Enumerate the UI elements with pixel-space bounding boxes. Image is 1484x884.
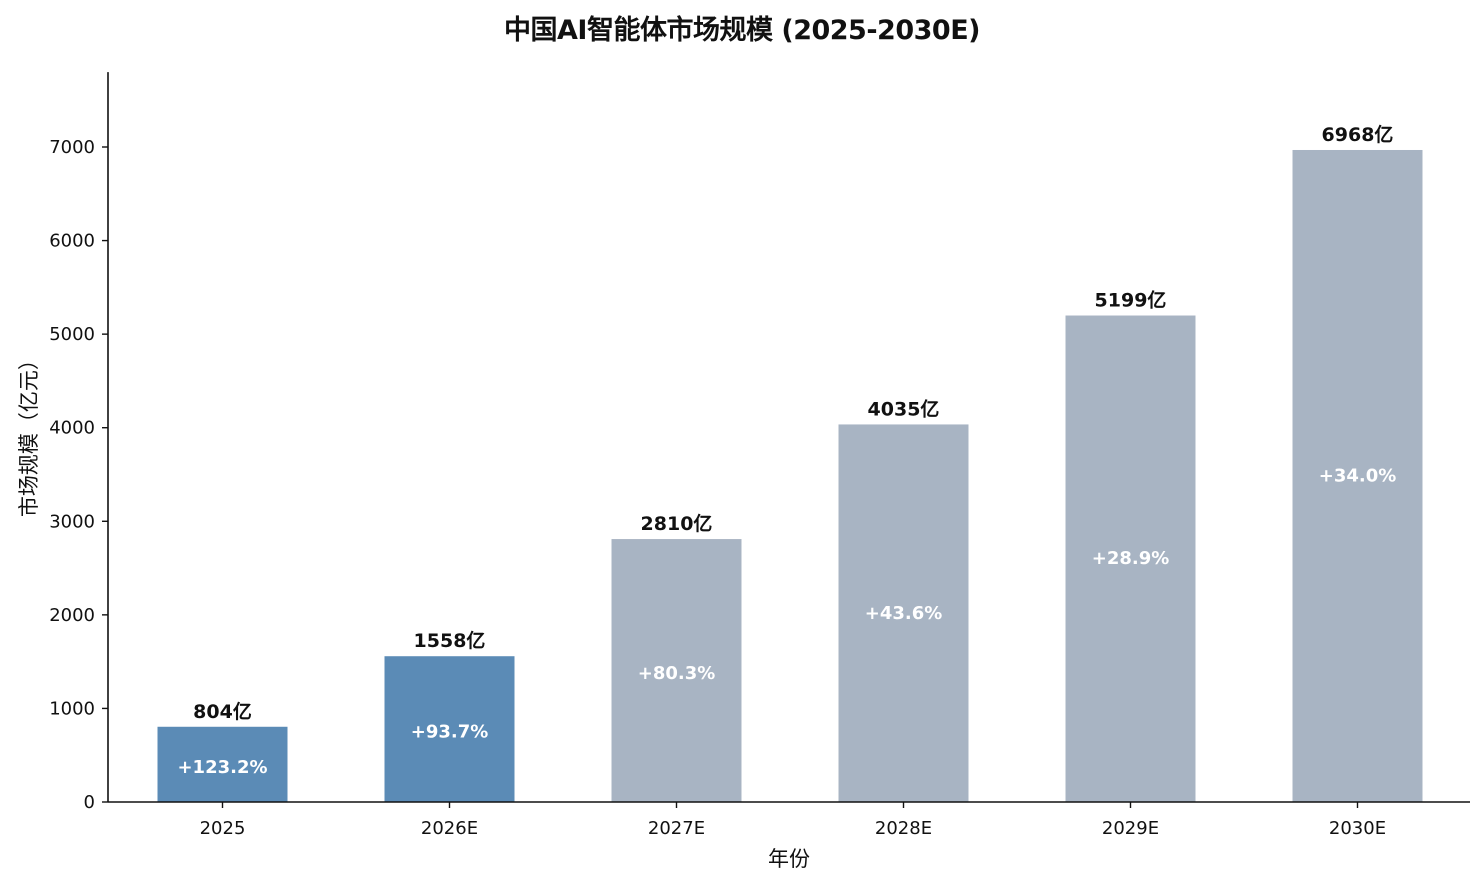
bar-growth-label: +28.9% [1092,548,1170,569]
bar-value-label: 4035亿 [868,397,940,420]
x-tick-label: 2029E [1102,818,1159,839]
bar-growth-label: +123.2% [177,757,267,778]
chart-title: 中国AI智能体市场规模 (2025-2030E) [504,15,980,46]
y-tick-label: 1000 [49,698,95,719]
x-tick-label: 2026E [421,818,478,839]
x-tick-label: 2030E [1329,818,1386,839]
y-tick-label: 7000 [49,137,95,158]
bar-growth-label: +93.7% [411,721,489,742]
bar-growth-label: +43.6% [865,603,943,624]
x-tick-label: 2028E [875,818,932,839]
y-tick-label: 6000 [49,231,95,252]
bar-growth-label: +80.3% [638,663,716,684]
y-tick-label: 0 [84,792,95,813]
bar-value-label: 1558亿 [414,629,486,652]
y-tick-label: 3000 [49,511,95,532]
y-axis-title: 市场规模（亿元） [17,349,41,517]
x-axis-title: 年份 [768,847,810,871]
y-tick-label: 4000 [49,418,95,439]
bar [384,656,515,802]
bars-group [157,149,1423,803]
x-tick-label: 2025 [200,818,246,839]
bar [611,539,742,802]
bar-value-label: 804亿 [193,700,252,723]
x-ticks-group: 2025 2026E 2027E 2028E 2029E 2030E [200,802,1386,839]
bar [838,424,969,802]
y-tick-label: 5000 [49,324,95,345]
value-labels-group: 804亿 1558亿 2810亿 4035亿 5199亿 6968亿 [193,123,1393,723]
bar-value-label: 6968亿 [1322,123,1394,146]
y-tick-label: 2000 [49,605,95,626]
bar [1065,315,1196,802]
bar [157,726,288,802]
bar-value-label: 2810亿 [641,512,713,535]
bar [1292,149,1423,803]
growth-labels-group: +123.2% +93.7% +80.3% +43.6% +28.9% +34.0% [177,466,1396,778]
axes-group [107,72,1470,803]
bar-value-label: 5199亿 [1095,289,1167,312]
y-ticks-group: 0 1000 2000 3000 4000 5000 6000 7000 [49,137,108,813]
bar-growth-label: +34.0% [1319,466,1397,487]
x-tick-label: 2027E [648,818,705,839]
